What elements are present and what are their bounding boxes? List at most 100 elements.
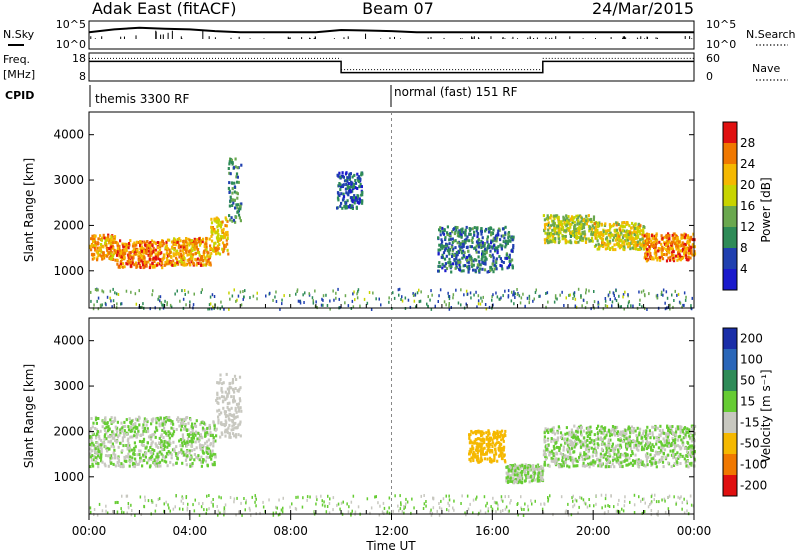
- echo-cell: [570, 215, 574, 219]
- echo-cell: [496, 429, 499, 433]
- echo-cell: [205, 248, 208, 252]
- ground-scatter-cell: [223, 513, 225, 517]
- echo-cell: [199, 241, 202, 245]
- echo-cell: [118, 248, 121, 252]
- echo-cell: [103, 441, 106, 445]
- echo-cell: [491, 441, 495, 445]
- ground-scatter-cell: [561, 290, 563, 294]
- echo-cell: [176, 238, 179, 241]
- echo-cell: [354, 181, 358, 185]
- echo-cell: [238, 216, 241, 220]
- echo-cell: [162, 443, 165, 447]
- echo-cell: [448, 242, 451, 246]
- echo-cell: [592, 217, 595, 221]
- ground-scatter-cell: [504, 507, 507, 511]
- echo-cell: [643, 246, 646, 250]
- echo-cell: [676, 242, 679, 246]
- ground-scatter-cell: [607, 510, 610, 513]
- echo-cell: [582, 238, 585, 242]
- echo-cell: [483, 244, 486, 248]
- ground-scatter-cell: [431, 511, 433, 515]
- echo-cell: [146, 429, 149, 433]
- echo-cell: [133, 446, 136, 450]
- ground-scatter-cell: [477, 294, 480, 298]
- ground-scatter-cell: [507, 295, 510, 299]
- echo-cell: [598, 244, 601, 248]
- ground-scatter-cell: [679, 301, 682, 305]
- echo-cell: [210, 234, 213, 238]
- echo-cell: [125, 261, 128, 265]
- echo-cell: [190, 444, 194, 448]
- echo-cell: [229, 218, 232, 222]
- echo-cell: [94, 427, 97, 430]
- echo-cell: [669, 255, 672, 259]
- echo-cell: [617, 458, 620, 462]
- ground-scatter-cell: [624, 495, 626, 499]
- echo-cell: [116, 246, 119, 250]
- ground-scatter-cell: [492, 293, 494, 297]
- echo-cell: [442, 231, 445, 235]
- echo-cell: [455, 255, 458, 259]
- echo-cell: [532, 471, 535, 474]
- ground-scatter-cell: [268, 498, 270, 502]
- echo-cell: [103, 427, 106, 431]
- echo-cell: [481, 430, 484, 434]
- echo-cell: [239, 434, 242, 438]
- echo-cell: [157, 463, 160, 467]
- echo-cell: [557, 235, 560, 239]
- echo-cell: [476, 235, 479, 239]
- echo-cell: [93, 234, 96, 238]
- echo-cell: [231, 420, 234, 424]
- ground-scatter-cell: [120, 302, 123, 306]
- echo-cell: [586, 219, 589, 223]
- echo-cell: [217, 418, 220, 422]
- echo-cell: [602, 241, 605, 245]
- echo-cell: [197, 456, 200, 460]
- ground-scatter-cell: [608, 505, 611, 508]
- echo-cell: [89, 465, 92, 469]
- echo-cell: [230, 161, 233, 164]
- echo-cell: [535, 464, 538, 468]
- ground-scatter-cell: [370, 506, 373, 510]
- echo-cell: [441, 226, 444, 230]
- echo-cell: [227, 252, 230, 256]
- echo-cell: [646, 452, 649, 456]
- ground-scatter-cell: [613, 505, 615, 509]
- echo-cell: [159, 245, 162, 249]
- echo-cell: [493, 447, 496, 451]
- echo-cell: [492, 430, 495, 434]
- echo-cell: [475, 442, 479, 446]
- ground-scatter-cell: [554, 296, 557, 300]
- ground-scatter-cell: [282, 496, 284, 500]
- echo-cell: [140, 433, 143, 437]
- echo-cell: [503, 236, 506, 240]
- echo-cell: [120, 258, 124, 262]
- ground-scatter-cell: [418, 288, 420, 292]
- echo-cell: [551, 238, 554, 242]
- echo-cell: [486, 444, 489, 448]
- ground-scatter-cell: [120, 302, 122, 306]
- echo-cell: [499, 452, 502, 456]
- echo-cell: [642, 235, 645, 239]
- echo-cell: [459, 265, 462, 269]
- echo-cell: [494, 246, 497, 250]
- colorbar-tick-label: 28: [740, 136, 755, 150]
- echo-cell: [684, 242, 687, 246]
- echo-cell: [480, 246, 483, 249]
- ground-scatter-cell: [400, 298, 402, 301]
- echo-cell: [101, 425, 104, 429]
- echo-cell: [240, 409, 243, 413]
- echo-cell: [111, 442, 114, 446]
- echo-cell: [234, 220, 237, 224]
- echo-cell: [495, 259, 498, 263]
- echo-cell: [443, 229, 446, 233]
- echo-cell: [604, 229, 607, 233]
- echo-cell: [497, 233, 500, 237]
- echo-cell: [464, 264, 467, 267]
- ground-scatter-cell: [466, 292, 469, 296]
- ground-scatter-cell: [233, 500, 235, 504]
- echo-cell: [143, 259, 146, 263]
- echo-cell: [120, 462, 123, 466]
- echo-cell: [108, 251, 111, 255]
- echo-cell: [469, 447, 472, 451]
